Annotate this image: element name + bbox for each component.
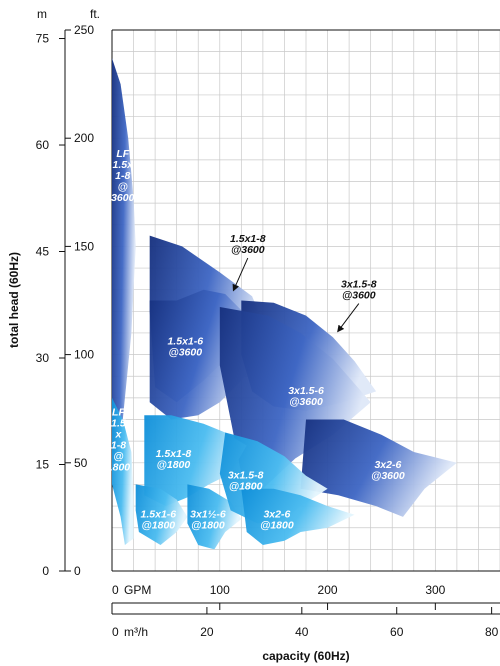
- region-label-line: LF: [116, 148, 129, 160]
- y-axis-unit-m: m: [37, 7, 47, 21]
- region-label-line: 1.5x1-6: [167, 335, 203, 347]
- y-axis-unit-ft: ft.: [90, 7, 100, 21]
- callout-arrow: [337, 303, 360, 333]
- region-label-line: LF: [112, 406, 125, 418]
- y-axis-title: total head (60Hz): [7, 252, 21, 348]
- x-axis-ticks: 0 100 200 300 0 20 40 60 80: [111, 583, 499, 639]
- y-tick-label-m: 0: [42, 564, 49, 578]
- callout-arrow: [232, 257, 249, 292]
- callout-label-line: @3600: [231, 244, 265, 256]
- pump-region: [144, 415, 247, 507]
- callout-label-line: @3600: [342, 290, 376, 302]
- region-label-line: 3x1½-6: [190, 509, 226, 521]
- y-tick-label-ft: 50: [74, 456, 88, 470]
- x-tick-label-gpm: 0: [112, 583, 119, 597]
- region-label-line: @: [118, 181, 128, 193]
- x-tick-label-m3h: 20: [200, 625, 214, 639]
- region-label-line: @1800: [260, 520, 294, 532]
- region-label-line: 1-8: [111, 439, 126, 451]
- y-tick-label-ft: 100: [74, 348, 94, 362]
- region-label-line: @3600: [168, 346, 202, 358]
- region-label-line: 3x2-6: [374, 459, 401, 471]
- pump-region: [112, 397, 134, 545]
- pump-regions: [112, 58, 457, 550]
- y-tick-label-ft: 200: [74, 131, 94, 145]
- y-tick-label-m: 30: [36, 351, 50, 365]
- x-tick-label-gpm: 100: [210, 583, 230, 597]
- y-tick-label-m: 75: [36, 32, 50, 46]
- y-tick-label-ft: 0: [74, 564, 81, 578]
- region-label-line: @1800: [191, 520, 225, 532]
- x-tick-label-m3h: 80: [485, 625, 499, 639]
- region-label-line: 1.5: [111, 417, 126, 429]
- y-tick-label-m: 15: [36, 458, 50, 472]
- region-label-line: x: [115, 428, 123, 440]
- region-label-line: 1-8: [115, 170, 130, 182]
- region-label-line: @3600: [289, 396, 323, 408]
- callout-label-line: 1.5x1-8: [230, 233, 266, 245]
- x-tick-label-gpm: 300: [425, 583, 445, 597]
- region-label-line: @: [113, 450, 123, 462]
- y-tick-label-m: 60: [36, 138, 50, 152]
- callout-label-line: 3x1.5-8: [341, 279, 377, 291]
- x-axis-unit-m3h: m³/h: [124, 625, 148, 639]
- x-tick-label-m3h: 0: [112, 625, 119, 639]
- x-tick-label-m3h: 60: [390, 625, 404, 639]
- y-axis-ticks: 0 50 100 150 200 250 0 15 30 45 60 75: [36, 23, 95, 578]
- pump-region: [112, 58, 136, 463]
- y-tick-label-m: 45: [36, 245, 50, 259]
- pump-region: [300, 419, 457, 517]
- region-label-line: 3600: [111, 192, 135, 204]
- region-label-line: 3x1.5-8: [228, 470, 264, 482]
- pump-region: [241, 488, 355, 545]
- region-labels: LF1.5x1-8@36001.5x1-6@36003x1.5-6@36003x…: [107, 148, 405, 532]
- region-label-line: 1800: [107, 461, 131, 473]
- region-label-line: @1800: [157, 459, 191, 471]
- region-label-line: 1.5x1-6: [141, 509, 177, 521]
- region-label-line: @3600: [371, 470, 405, 482]
- region-label-line: @1800: [229, 481, 263, 493]
- y-tick-label-ft: 250: [74, 23, 94, 37]
- pump-region: [135, 484, 188, 545]
- x-tick-label-gpm: 200: [318, 583, 338, 597]
- x-axis-title: capacity (60Hz): [262, 649, 349, 663]
- x-tick-label-m3h: 40: [295, 625, 309, 639]
- region-label-line: @1800: [142, 520, 176, 532]
- region-label-line: 1.5x: [113, 159, 135, 171]
- region-label-line: 3x2-6: [263, 509, 290, 521]
- region-label-line: 1.5x1-8: [156, 448, 192, 460]
- region-label-line: 3x1.5-6: [288, 385, 324, 397]
- x-axis-unit-gpm: GPM: [124, 583, 151, 597]
- y-tick-label-ft: 150: [74, 239, 94, 253]
